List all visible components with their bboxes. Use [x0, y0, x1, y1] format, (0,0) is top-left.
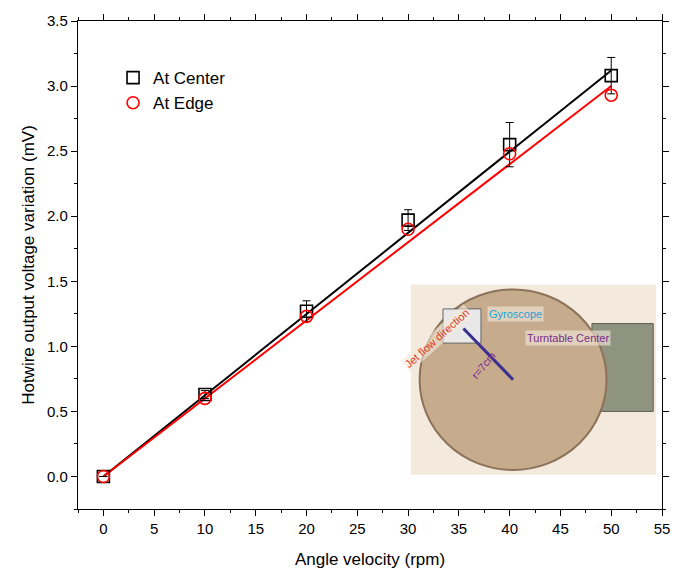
svg-text:Angle velocity (rpm): Angle velocity (rpm)	[295, 550, 445, 569]
svg-text:20: 20	[298, 520, 315, 537]
svg-text:40: 40	[501, 520, 518, 537]
svg-text:10: 10	[197, 520, 214, 537]
svg-text:Gyroscope: Gyroscope	[489, 308, 542, 320]
svg-text:5: 5	[150, 520, 158, 537]
svg-text:2.0: 2.0	[47, 207, 68, 224]
svg-text:0.5: 0.5	[47, 403, 68, 420]
svg-text:45: 45	[552, 520, 569, 537]
svg-text:0: 0	[99, 520, 107, 537]
svg-text:1.5: 1.5	[47, 273, 68, 290]
svg-text:r=7cm: r=7cm	[469, 350, 498, 381]
svg-text:2.5: 2.5	[47, 142, 68, 159]
svg-text:3.5: 3.5	[47, 12, 68, 29]
svg-text:Jet flow direction: Jet flow direction	[402, 306, 471, 370]
svg-text:1.0: 1.0	[47, 338, 68, 355]
svg-text:55: 55	[654, 520, 671, 537]
svg-text:0.0: 0.0	[47, 468, 68, 485]
svg-text:Turntable Center: Turntable Center	[527, 332, 609, 344]
svg-text:15: 15	[247, 520, 264, 537]
svg-text:At Center: At Center	[153, 69, 225, 88]
svg-text:At Edge: At Edge	[153, 94, 214, 113]
svg-text:3.0: 3.0	[47, 77, 68, 94]
svg-text:35: 35	[451, 520, 468, 537]
svg-text:50: 50	[603, 520, 620, 537]
svg-text:25: 25	[349, 520, 366, 537]
svg-text:Hotwire output voltage variati: Hotwire output voltage variation (mV)	[19, 125, 38, 405]
svg-text:30: 30	[400, 520, 417, 537]
